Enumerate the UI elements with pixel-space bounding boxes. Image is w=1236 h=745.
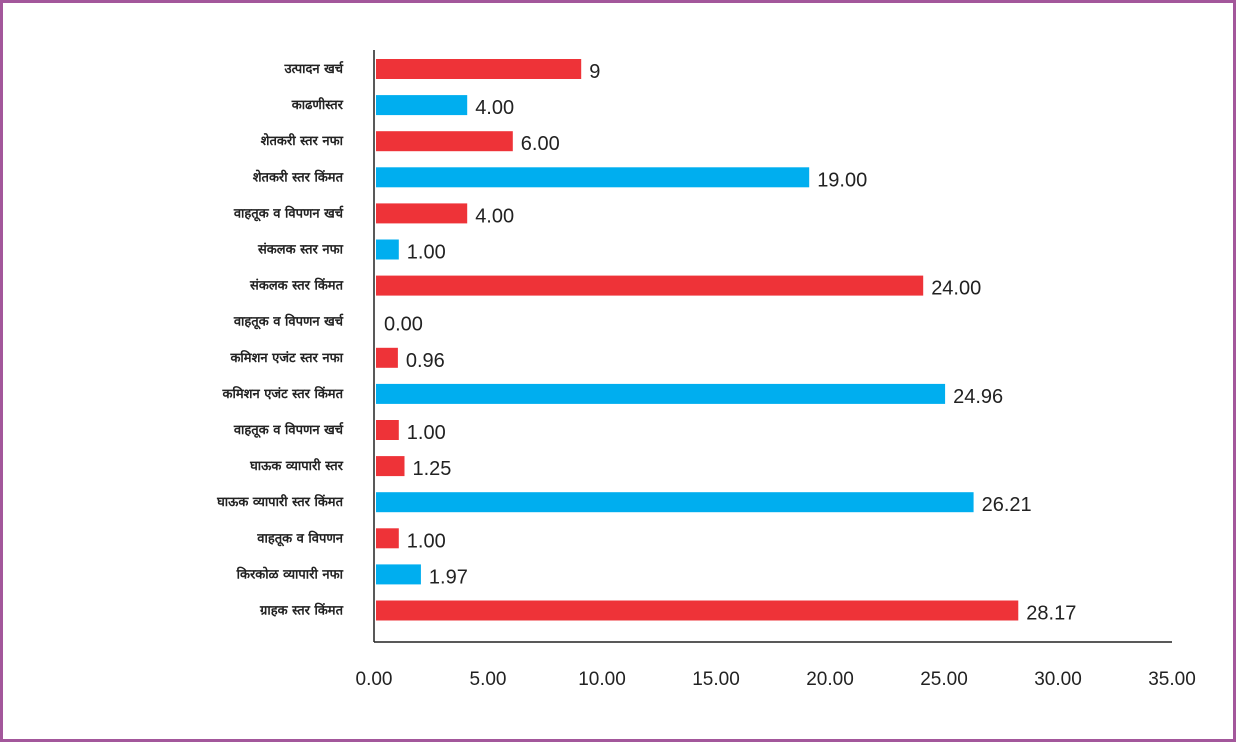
x-tick-label: 25.00 [920,669,968,690]
category-label: संकलक स्तर नफा [257,242,344,258]
data-label: 1.00 [407,242,446,264]
bar [376,528,399,549]
data-label: 26.21 [982,494,1032,516]
bar [376,456,405,477]
data-label: 1.00 [407,530,446,552]
bar [376,203,468,224]
bar [376,95,468,116]
bar [376,167,810,188]
data-label: 1.25 [413,458,452,480]
data-label: 4.00 [475,97,514,119]
data-label: 24.00 [931,278,981,300]
bar [376,383,946,404]
data-label: 1.97 [429,566,468,588]
category-label: शेतकरी स्तर किंमत [253,168,344,185]
bar [376,347,398,368]
data-label: 24.96 [953,386,1003,408]
x-tick-label: 30.00 [1034,669,1082,690]
bar-chart: 0.00 5.00 10.00 15.00 20.00 25.00 30.00 35.00 उत… [216,50,1196,690]
category-label: वाहतूक व विपणन खर्च [233,205,344,221]
category-label: संकलक स्तर किंमत [249,277,344,294]
x-tick-label: 5.00 [470,669,507,690]
data-label: 0.00 [384,314,423,336]
data-label: 9 [589,61,600,83]
category-label: काढणीस्तर [291,97,344,113]
category-label: कमिशन एजंट स्तर किंमत [222,385,344,402]
category-label: उत्पादन खर्च [283,61,344,77]
category-label: वाहतूक व विपणन खर्च [233,422,344,438]
x-tick-label: 20.00 [806,669,854,690]
bar [376,492,974,513]
bar [376,239,399,260]
category-label: वाहतूक व विपणन खर्च [233,314,344,330]
data-label: 4.00 [475,205,514,227]
category-label: कमिशन एजंट स्तर नफा [229,350,343,366]
data-label: 6.00 [521,133,560,155]
x-tick-label: 10.00 [578,669,626,690]
category-label: घाऊक व्यापारी स्तर किंमत [216,493,344,510]
category-label: शेतकरी स्तर नफा [261,133,344,149]
bar [376,59,582,79]
data-label: 0.96 [406,350,445,372]
x-tick-label: 0.00 [356,669,393,690]
bar [376,564,421,585]
category-label: ग्राहक स्तर किंमत [259,602,344,619]
category-label: घाऊक व्यापारी स्तर [249,458,344,474]
x-tick-label: 15.00 [692,669,740,690]
bar [376,275,924,296]
data-label: 28.17 [1026,603,1076,625]
x-tick-label: 35.00 [1148,669,1196,690]
bar [376,131,513,152]
bar [376,420,399,440]
data-label: 19.00 [817,169,867,191]
category-label: किरकोळ व्यापारी नफा [236,566,344,582]
category-label: वाहतूक व विपणन [256,530,344,546]
bar [376,600,1019,621]
data-label: 1.00 [407,422,446,444]
